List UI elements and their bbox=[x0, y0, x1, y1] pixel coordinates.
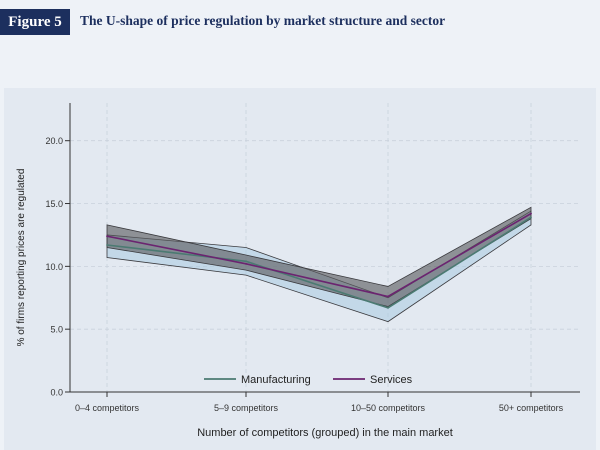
x-axis-title: Number of competitors (grouped) in the m… bbox=[197, 427, 453, 439]
services-line bbox=[106, 212, 532, 298]
y-axis-title: % of firms reporting prices are regulate… bbox=[16, 169, 27, 347]
services-point bbox=[387, 295, 389, 298]
y-tick-label: 0.0 bbox=[50, 388, 63, 398]
y-tick-label: 10.0 bbox=[45, 262, 63, 272]
manufacturing-point bbox=[106, 244, 108, 246]
y-tick-label: 5.0 bbox=[50, 325, 63, 335]
manufacturing-line bbox=[106, 216, 532, 309]
figure-label: Figure 5 bbox=[0, 9, 70, 35]
services-point bbox=[245, 262, 247, 265]
figure-header: Figure 5 The U-shape of price regulation… bbox=[0, 0, 600, 40]
y-tick-label: 15.0 bbox=[45, 199, 63, 209]
legend-label-services: Services bbox=[370, 374, 413, 386]
legend-label-manufacturing: Manufacturing bbox=[241, 374, 311, 386]
services-point bbox=[530, 212, 532, 215]
manufacturing-ci-band bbox=[106, 210, 532, 323]
manufacturing-point bbox=[530, 216, 532, 219]
chart-panel: 0.0 5.0 10.0 15.0 20.0 0–4 competitors 5–9 com… bbox=[4, 88, 596, 450]
services-ci-band bbox=[106, 206, 532, 307]
figure-title: The U-shape of price regulation by marke… bbox=[80, 13, 446, 28]
x-tick-label: 0–4 competitors bbox=[75, 403, 140, 413]
manufacturing-point bbox=[387, 306, 389, 309]
line-chart: 0.0 5.0 10.0 15.0 20.0 0–4 competitors 5–9 com… bbox=[16, 103, 580, 439]
services-point bbox=[106, 235, 108, 238]
manufacturing-point bbox=[245, 260, 247, 263]
x-tick-label: 50+ competitors bbox=[499, 403, 564, 413]
y-tick-label: 20.0 bbox=[45, 136, 63, 146]
x-tick-label: 5–9 competitors bbox=[214, 403, 279, 413]
x-tick-label: 10–50 competitors bbox=[351, 403, 426, 413]
